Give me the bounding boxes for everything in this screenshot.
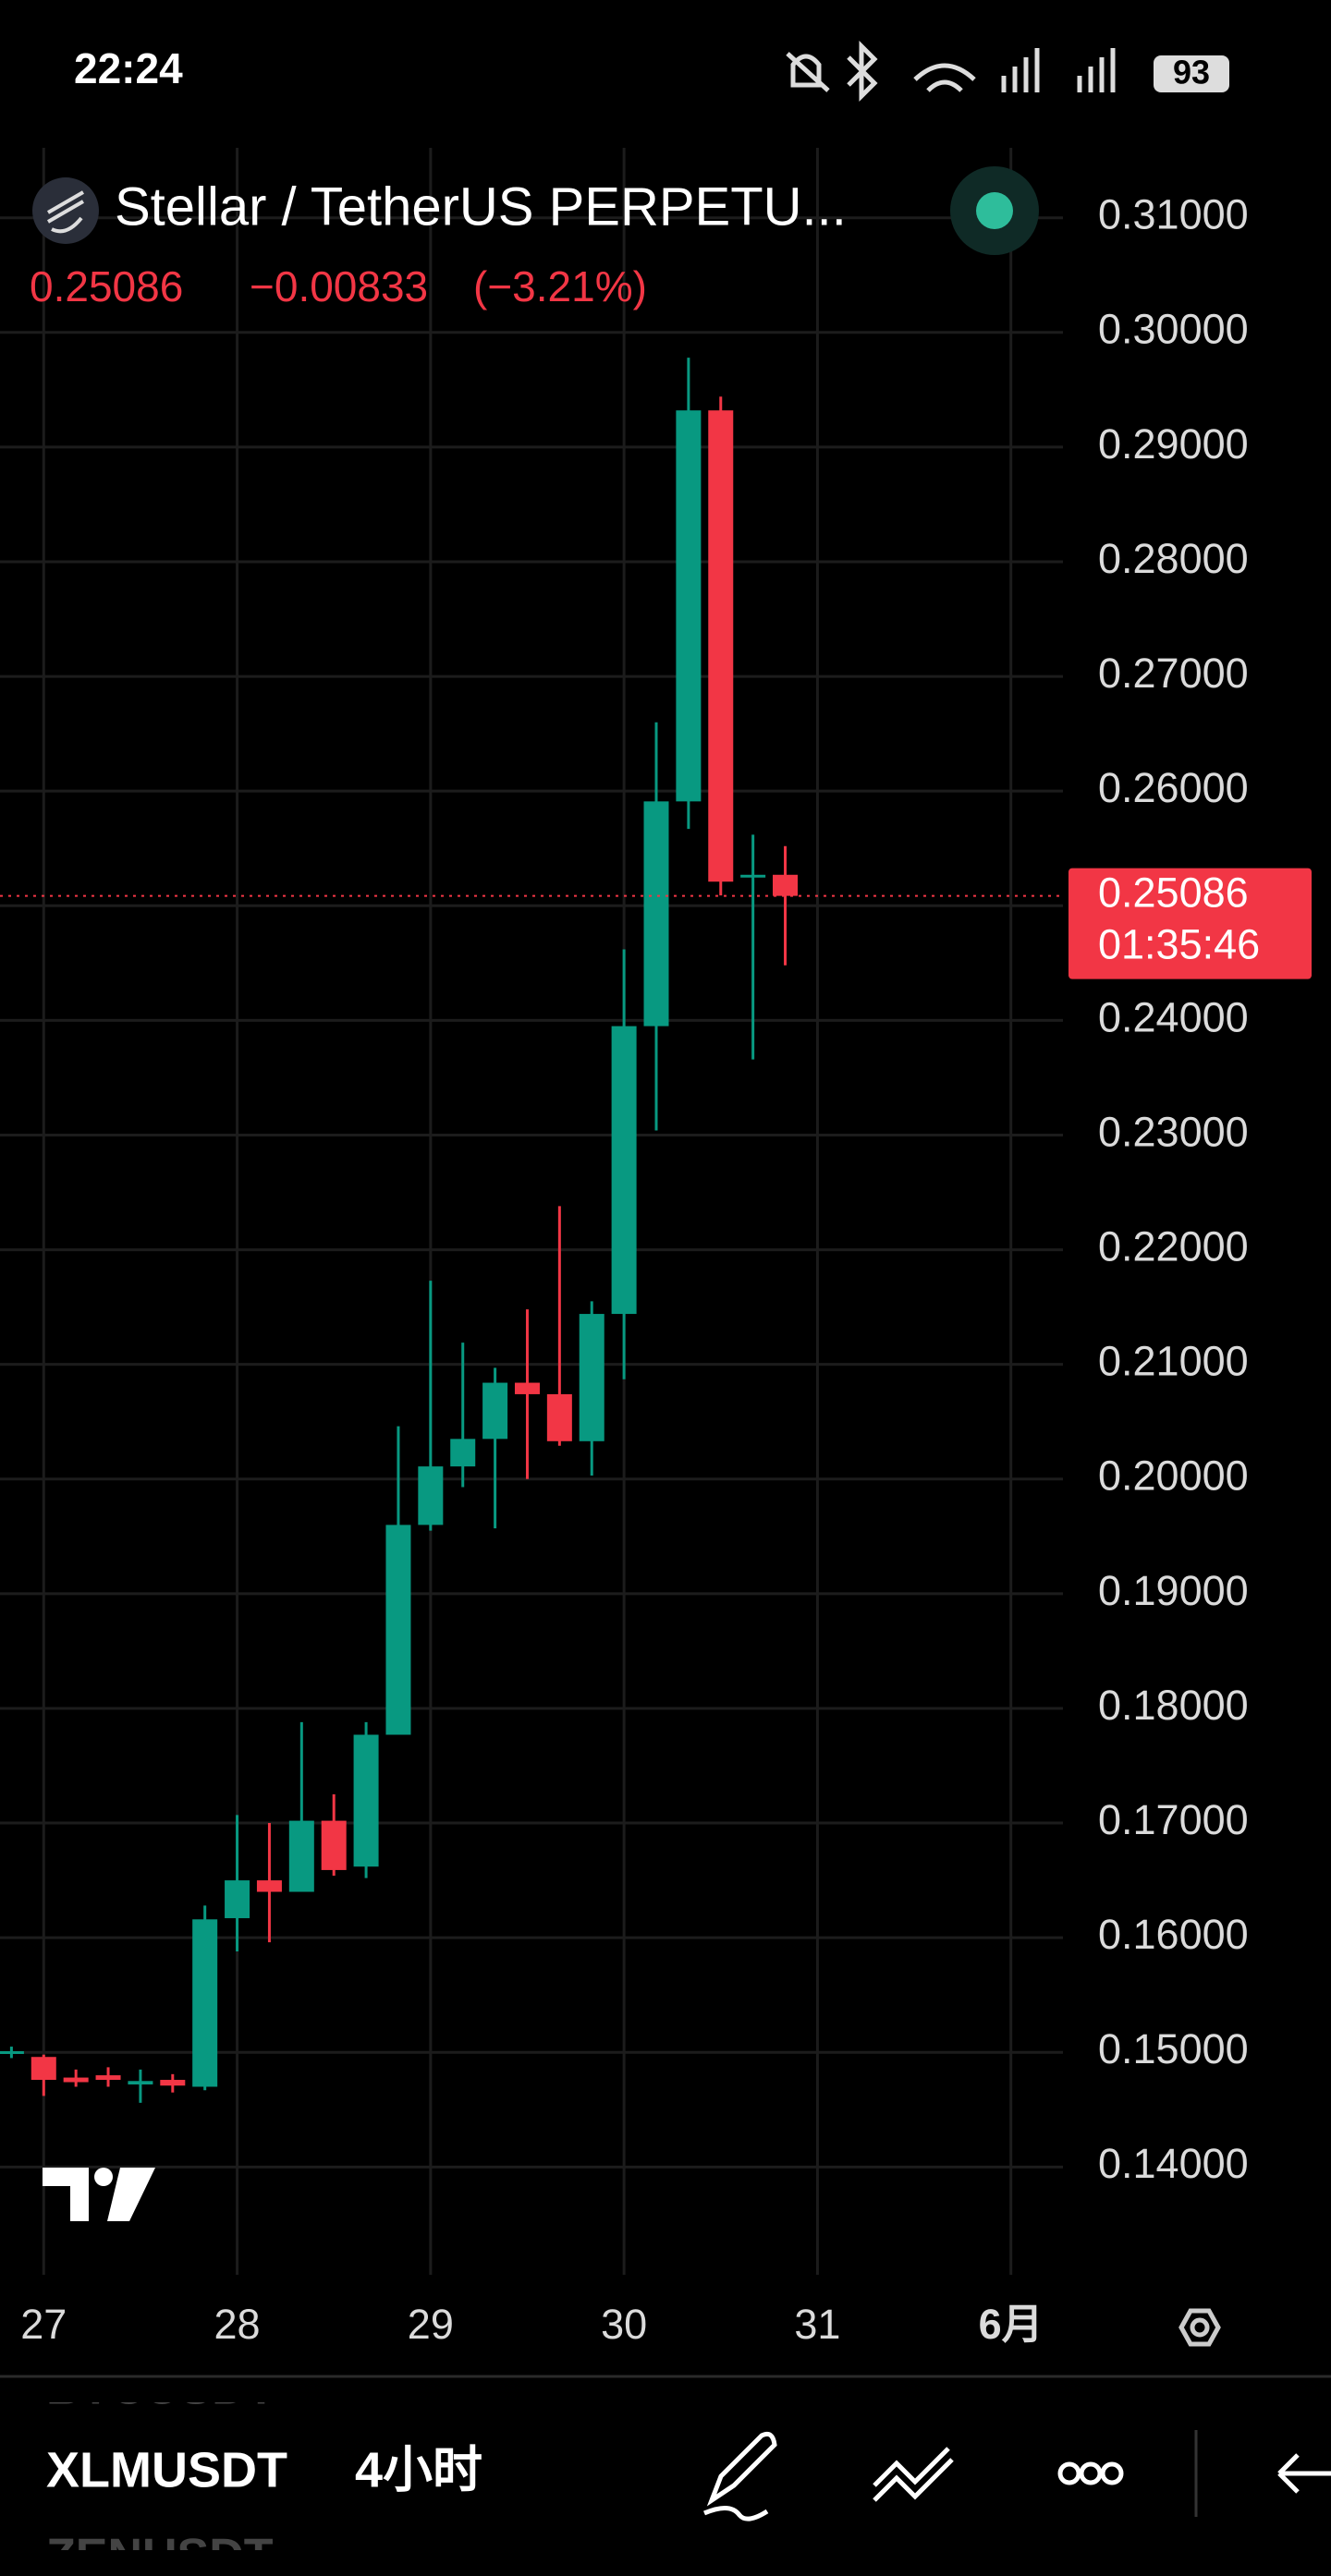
x-tick-label: 27 bbox=[20, 2301, 67, 2348]
more-button[interactable] bbox=[1057, 2461, 1124, 2485]
symbol-above[interactable]: BTCUSDT bbox=[46, 2362, 276, 2415]
header-change-pct: (−3.21%) bbox=[473, 262, 647, 310]
symbol-below[interactable]: ZENUSDT bbox=[46, 2530, 274, 2576]
symbol-selector[interactable]: XLMUSDT bbox=[46, 2442, 287, 2497]
y-tick-label: 0.16000 bbox=[1098, 1911, 1249, 1958]
x-tick-label: 29 bbox=[408, 2301, 454, 2348]
candle-body bbox=[160, 2080, 186, 2086]
x-tick-label: 6月 bbox=[979, 2301, 1044, 2348]
candle-body bbox=[611, 1026, 637, 1315]
candle-body bbox=[676, 410, 702, 802]
candle-body bbox=[321, 1820, 347, 1870]
y-tick-label: 0.15000 bbox=[1098, 2025, 1249, 2072]
last-price-label: 0.25086 bbox=[1098, 869, 1249, 916]
candle-body bbox=[740, 874, 766, 878]
candle-body bbox=[353, 1734, 379, 1867]
y-tick-label: 0.14000 bbox=[1098, 2140, 1249, 2187]
market-status-dot bbox=[976, 192, 1013, 229]
candle-body bbox=[385, 1525, 411, 1735]
y-tick-label: 0.30000 bbox=[1098, 306, 1249, 353]
candle-body bbox=[288, 1820, 314, 1892]
status-time: 22:24 bbox=[74, 44, 183, 92]
y-tick-label: 0.21000 bbox=[1098, 1338, 1249, 1385]
plot-area: 27 28 29 30 31 6月 0.14000 0.15000 0.16000 0.17000… bbox=[0, 148, 1312, 2348]
y-tick-label: 0.28000 bbox=[1098, 535, 1249, 582]
candle-body bbox=[0, 2051, 24, 2055]
candle-body bbox=[418, 1466, 444, 1525]
x-tick-label: 30 bbox=[601, 2301, 647, 2348]
candle-body bbox=[773, 874, 799, 896]
candle-body bbox=[31, 2057, 56, 2081]
back-button[interactable] bbox=[1277, 2453, 1331, 2494]
y-tick-label: 0.18000 bbox=[1098, 1682, 1249, 1729]
symbol-logo-mark bbox=[46, 190, 85, 234]
candle-body bbox=[63, 2077, 89, 2083]
candle-body bbox=[482, 1382, 508, 1440]
settings-button[interactable] bbox=[1178, 2308, 1221, 2347]
candle-body bbox=[514, 1382, 540, 1394]
y-tick-label: 0.22000 bbox=[1098, 1222, 1249, 1270]
draw-tool[interactable] bbox=[703, 2431, 777, 2521]
settings-dot bbox=[1190, 2317, 1210, 2338]
candle-body bbox=[708, 410, 734, 882]
y-tick-label: 0.20000 bbox=[1098, 1452, 1249, 1500]
y-tick-label: 0.31000 bbox=[1098, 191, 1249, 238]
last-price-box bbox=[1068, 868, 1312, 979]
interval-selector[interactable]: 4小时 bbox=[355, 2442, 482, 2497]
tv-logo bbox=[43, 2168, 155, 2221]
battery bbox=[1154, 55, 1229, 92]
indicator-tool[interactable] bbox=[873, 2447, 954, 2502]
status-icons bbox=[786, 40, 1116, 103]
x-tick-label: 28 bbox=[214, 2301, 261, 2348]
y-tick-label: 0.17000 bbox=[1098, 1796, 1249, 1843]
countdown-label: 01:35:46 bbox=[1098, 920, 1260, 967]
y-tick-label: 0.29000 bbox=[1098, 420, 1249, 468]
symbol-title[interactable]: Stellar / TetherUS PERPETU... bbox=[115, 176, 847, 237]
candle-body bbox=[225, 1880, 250, 1919]
battery-level: 93 bbox=[1173, 54, 1210, 91]
candle-body bbox=[450, 1439, 476, 1467]
header-price: 0.25086 bbox=[30, 262, 183, 310]
candle-body bbox=[192, 1919, 218, 2087]
candle-body bbox=[128, 2081, 153, 2084]
header-change: −0.00833 bbox=[250, 262, 428, 310]
candle-body bbox=[95, 2075, 121, 2081]
y-tick-label: 0.19000 bbox=[1098, 1567, 1249, 1614]
candle-body bbox=[643, 801, 669, 1027]
y-tick-label: 0.24000 bbox=[1098, 993, 1249, 1040]
y-tick-label: 0.26000 bbox=[1098, 764, 1249, 811]
y-tick-label: 0.23000 bbox=[1098, 1108, 1249, 1155]
x-tick-label: 31 bbox=[794, 2301, 840, 2348]
candle-body bbox=[256, 1880, 282, 1892]
y-tick-label: 0.27000 bbox=[1098, 650, 1249, 697]
candle-body bbox=[579, 1314, 604, 1441]
candle-body bbox=[546, 1393, 572, 1441]
